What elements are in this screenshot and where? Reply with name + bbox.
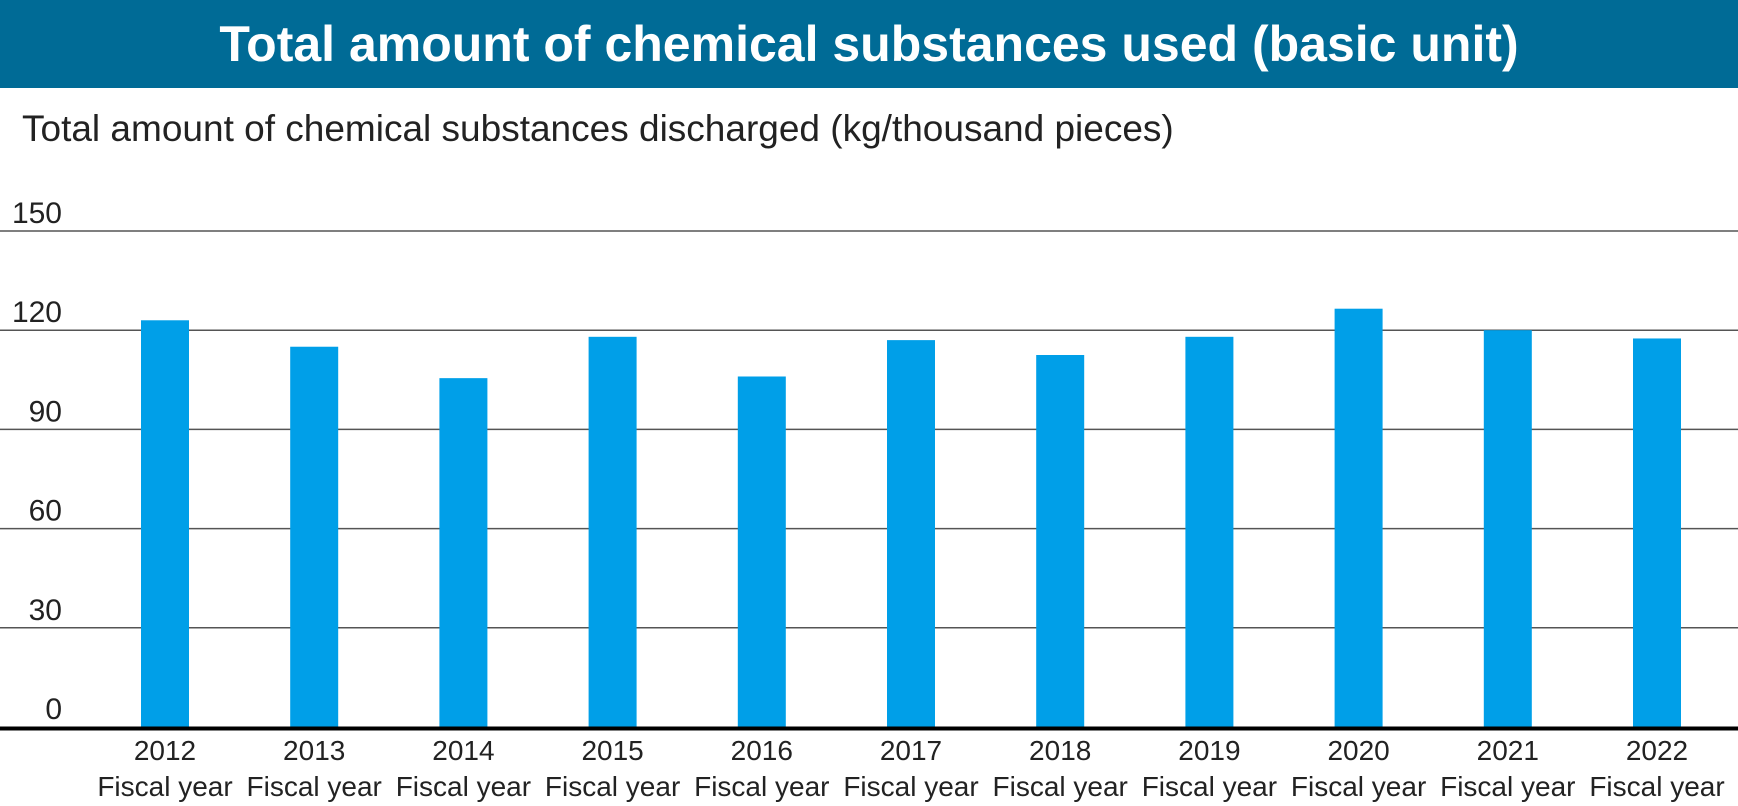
y-tick-label: 60 <box>29 495 62 528</box>
x-tick-label: 2018 <box>1029 735 1091 766</box>
x-tick-label: 2017 <box>880 735 942 766</box>
bar <box>1483 330 1532 727</box>
y-tick-label: 0 <box>45 693 62 726</box>
bar <box>1334 308 1383 727</box>
x-tick-sublabel: Fiscal year <box>694 771 829 802</box>
y-tick-label: 90 <box>29 395 62 428</box>
x-tick-label: 2016 <box>731 735 793 766</box>
y-axis-label: Total amount of chemical substances disc… <box>22 108 1174 149</box>
x-tick-label: 2014 <box>432 735 494 766</box>
x-tick-label: 2015 <box>581 735 643 766</box>
x-tick-label: 2021 <box>1477 735 1539 766</box>
x-tick-sublabel: Fiscal year <box>1142 771 1277 802</box>
bar <box>1185 336 1234 727</box>
x-tick-sublabel: Fiscal year <box>1440 771 1575 802</box>
y-tick-label: 120 <box>12 296 62 329</box>
bar <box>887 340 935 727</box>
x-tick-sublabel: Fiscal year <box>1589 771 1724 802</box>
x-tick-sublabel: Fiscal year <box>396 771 531 802</box>
x-tick-sublabel: Fiscal year <box>993 771 1128 802</box>
x-tick-sublabel: Fiscal year <box>545 771 680 802</box>
bar <box>737 376 786 727</box>
y-tick-label: 30 <box>29 594 62 627</box>
chart-header: Total amount of chemical substances used… <box>0 0 1738 88</box>
x-tick-sublabel: Fiscal year <box>1291 771 1426 802</box>
bar <box>290 346 339 727</box>
bar <box>588 336 637 727</box>
x-tick-label: 2020 <box>1327 735 1389 766</box>
bar <box>439 378 488 727</box>
bar <box>1036 355 1085 727</box>
chart-title: Total amount of chemical substances used… <box>219 16 1519 72</box>
x-tick-label: 2019 <box>1178 735 1240 766</box>
bar <box>141 320 189 727</box>
x-tick-label: 2022 <box>1626 735 1688 766</box>
bar <box>1633 338 1681 727</box>
y-tick-label: 150 <box>12 197 62 230</box>
x-tick-sublabel: Fiscal year <box>97 771 232 802</box>
x-tick-label: 2012 <box>134 735 196 766</box>
x-tick-sublabel: Fiscal year <box>247 771 382 802</box>
x-tick-label: 2013 <box>283 735 345 766</box>
x-tick-sublabel: Fiscal year <box>843 771 978 802</box>
